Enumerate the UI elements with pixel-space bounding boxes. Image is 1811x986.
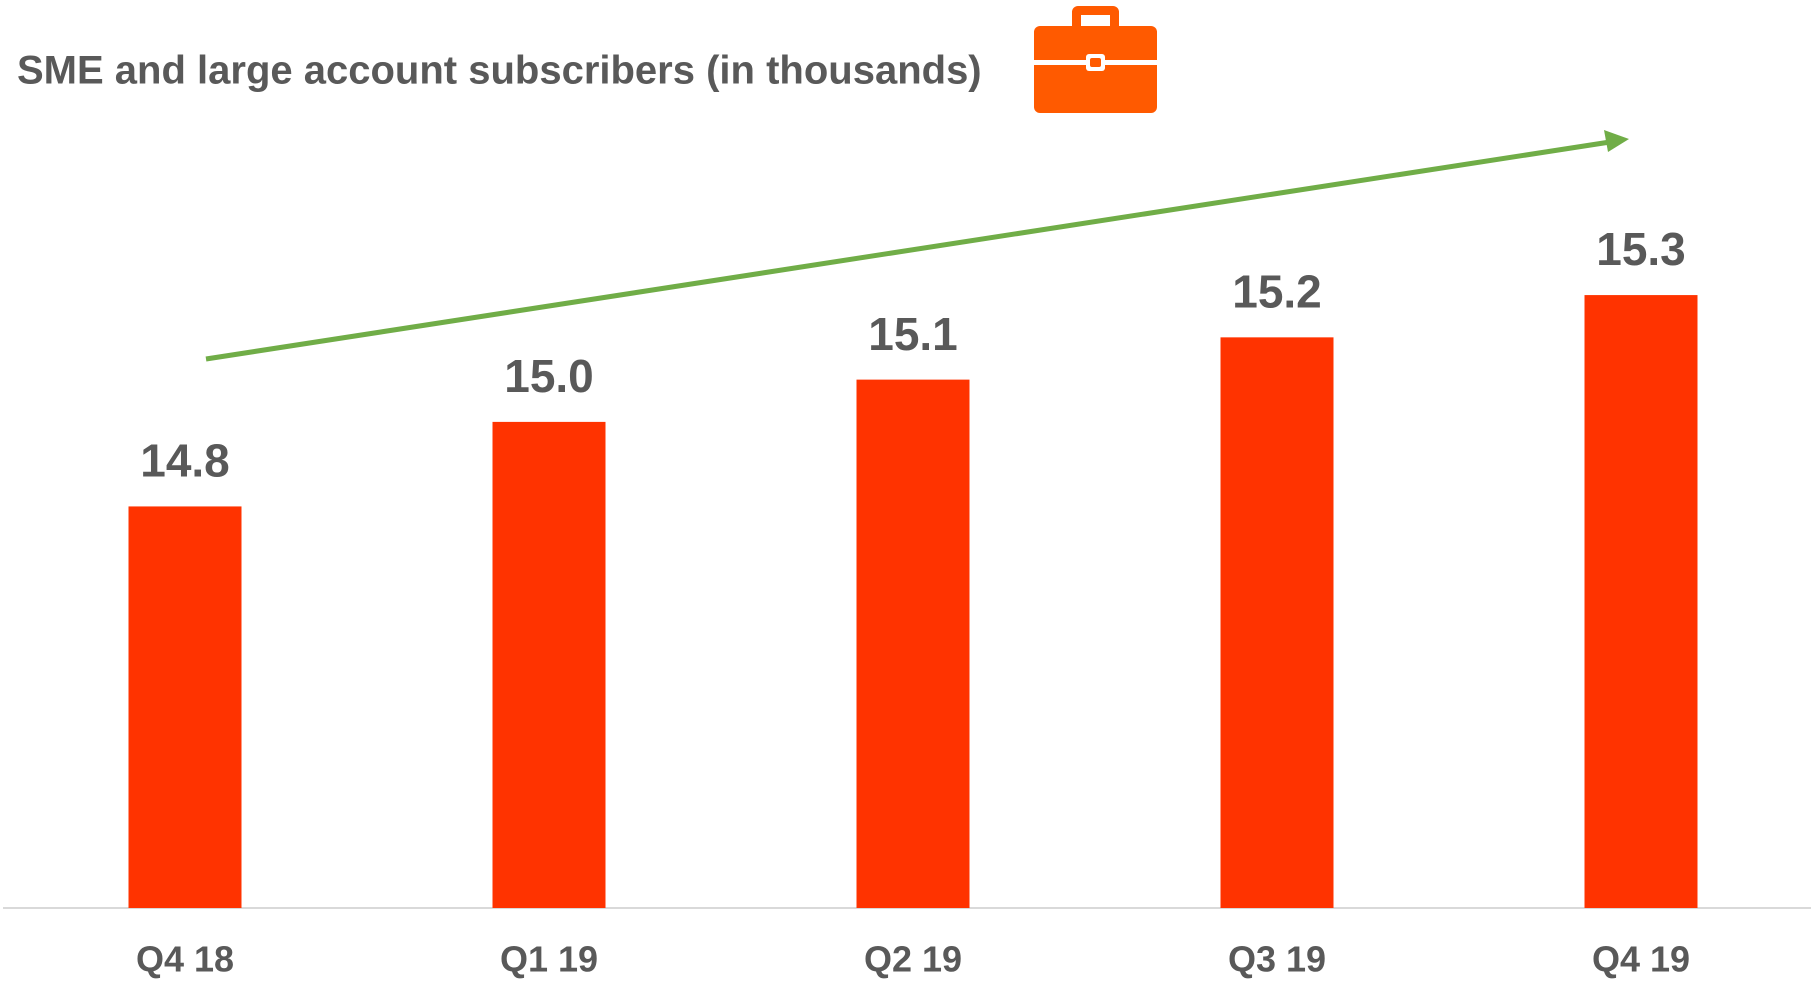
bar [856, 379, 970, 909]
bar [1584, 295, 1698, 909]
briefcase-handle [1072, 6, 1119, 26]
bar [1220, 337, 1334, 909]
bar [128, 506, 242, 908]
trend-line [205, 139, 1611, 362]
x-tick-label: Q4 19 [1592, 939, 1690, 980]
briefcase-clasp-inner [1090, 58, 1101, 67]
chart-title: SME and large account subscribers (in th… [17, 49, 982, 93]
value-label: 15.0 [504, 350, 594, 402]
bar [492, 421, 606, 908]
x-tick-label: Q1 19 [500, 939, 598, 980]
trend-arrow [205, 130, 1629, 362]
x-tick-label: Q3 19 [1228, 939, 1326, 980]
value-label: 15.2 [1232, 266, 1322, 318]
value-label: 15.3 [1596, 223, 1686, 275]
x-tick-label: Q2 19 [864, 939, 962, 980]
value-label: 15.1 [868, 308, 958, 360]
briefcase-icon [1034, 6, 1157, 113]
value-label: 14.8 [140, 435, 230, 487]
trend-arrowhead [1604, 130, 1629, 152]
x-tick-label: Q4 18 [136, 939, 234, 980]
